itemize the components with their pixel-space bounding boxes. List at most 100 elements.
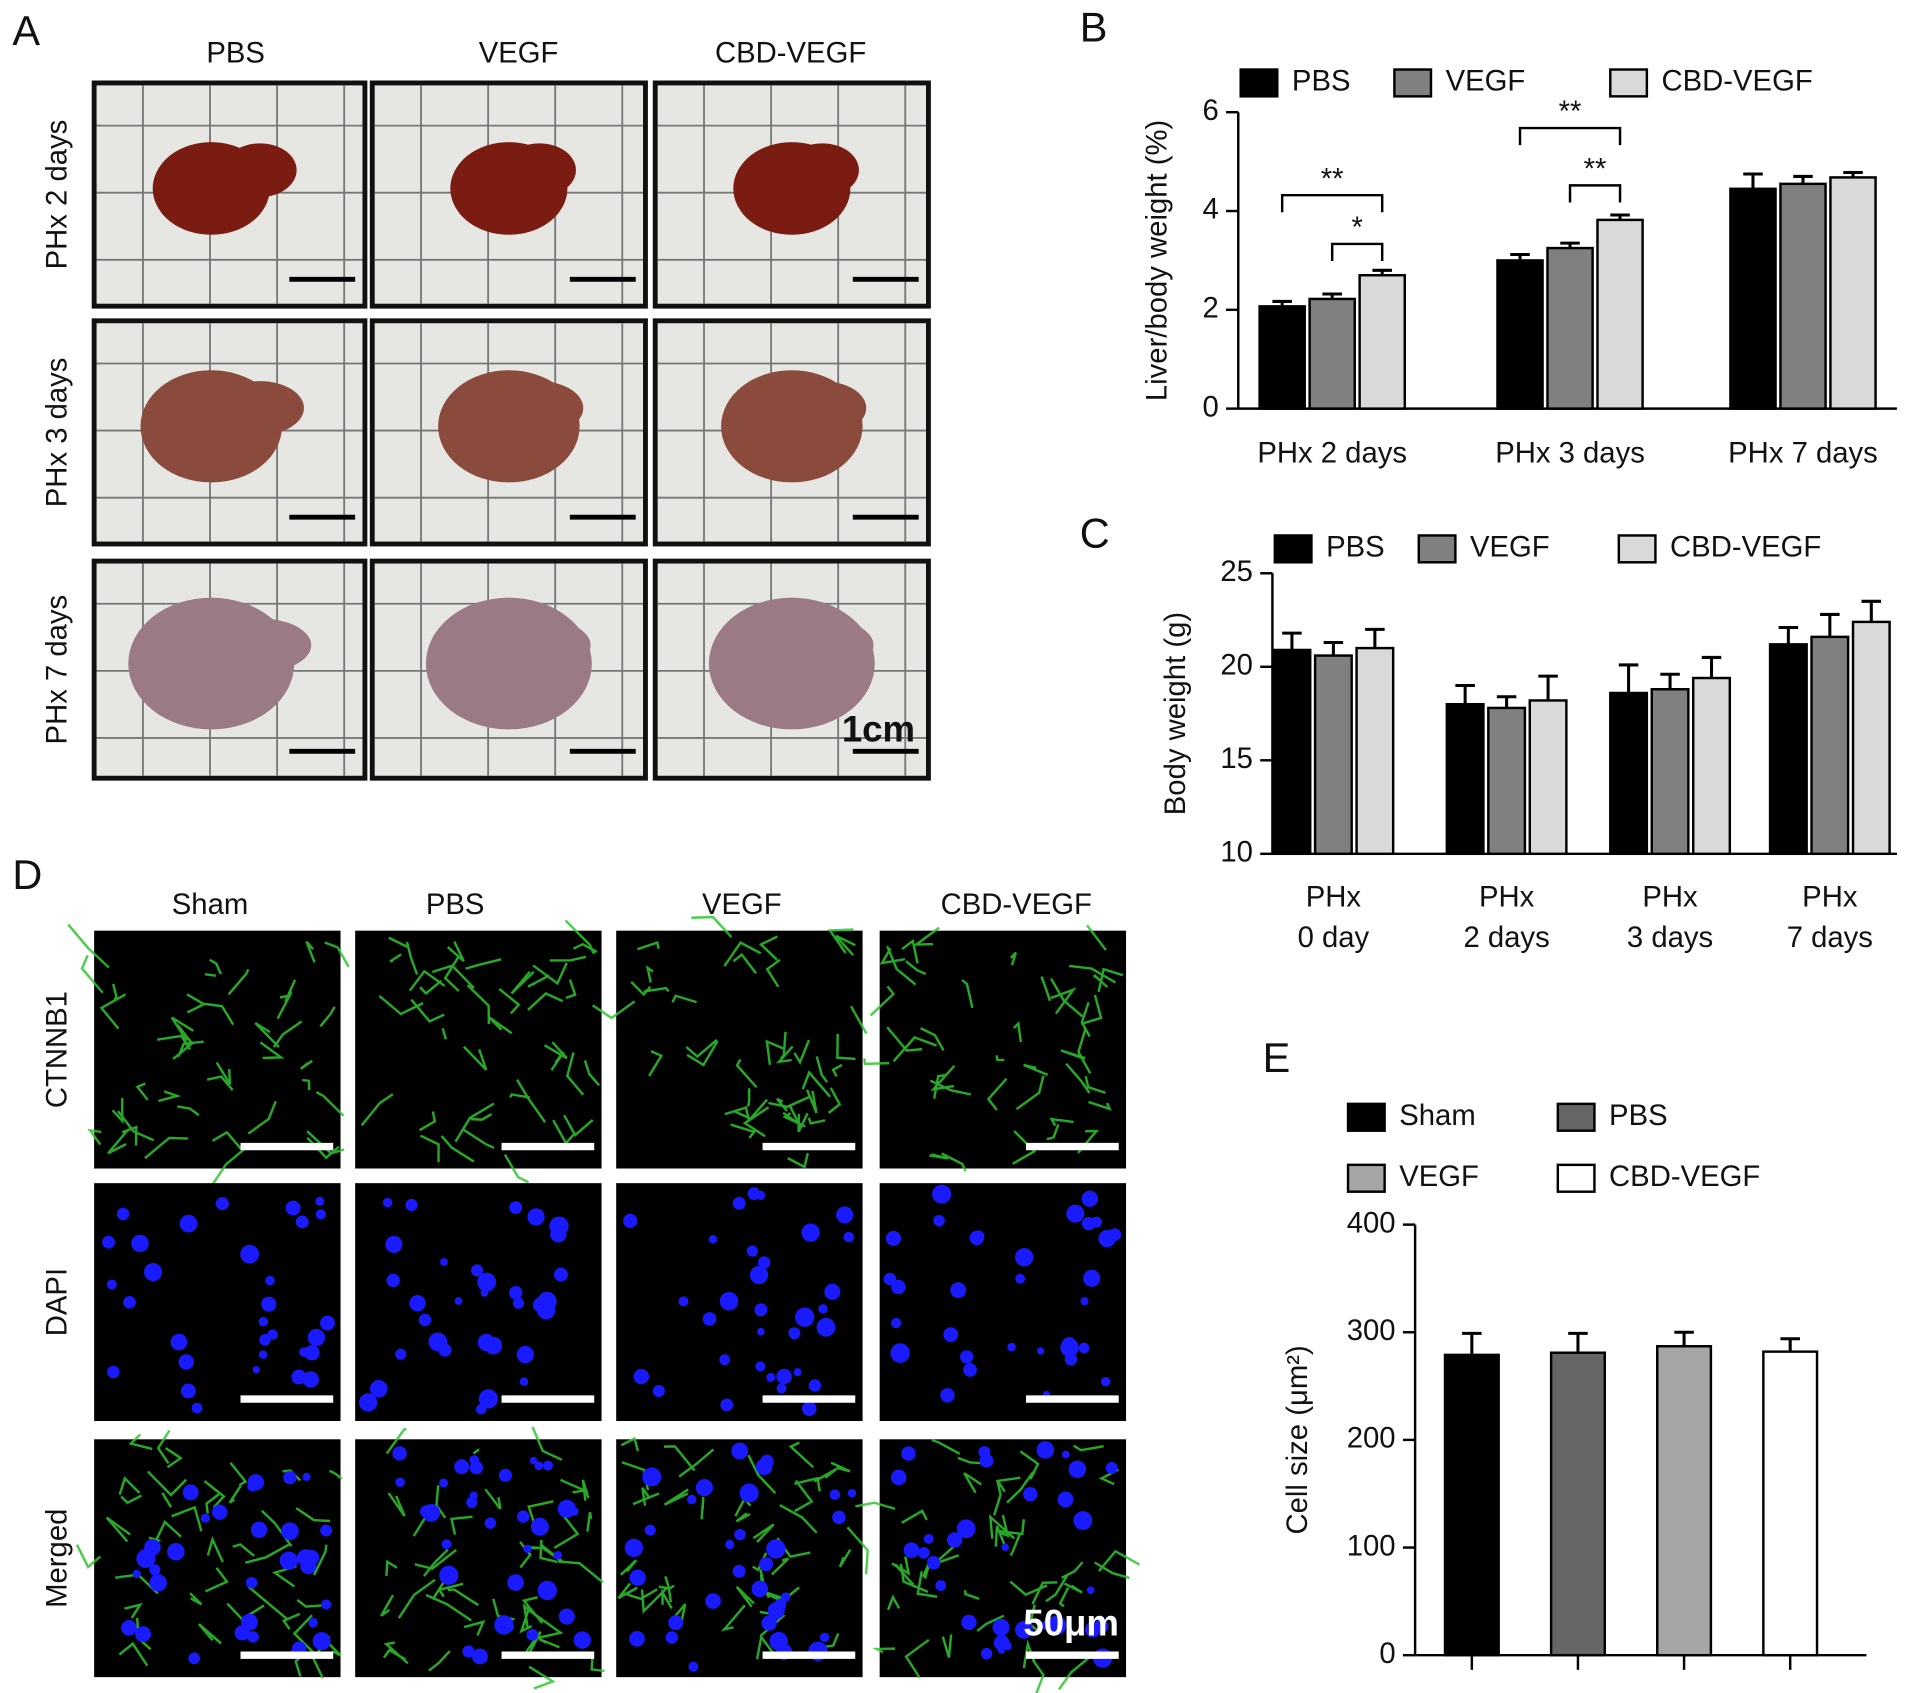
nucleus bbox=[494, 1615, 514, 1635]
nucleus bbox=[963, 1363, 977, 1377]
nucleus bbox=[755, 1361, 766, 1372]
legend-label: CBD-VEGF bbox=[1670, 532, 1821, 564]
nucleus bbox=[972, 1230, 985, 1243]
significance-bracket bbox=[1518, 126, 1622, 146]
nucleus bbox=[250, 1521, 268, 1538]
x-tick-label: PHx bbox=[1802, 882, 1858, 914]
nucleus bbox=[766, 1539, 786, 1559]
nucleus bbox=[1061, 1450, 1070, 1459]
nucleus bbox=[382, 1197, 393, 1208]
column-label: VEGF bbox=[702, 889, 782, 921]
liver-lobe bbox=[223, 143, 297, 197]
nucleus bbox=[279, 1551, 298, 1570]
nucleus bbox=[537, 1301, 556, 1320]
liver-lobe bbox=[778, 381, 867, 435]
nucleus bbox=[405, 1198, 418, 1212]
nucleus bbox=[312, 1632, 331, 1651]
nucleus bbox=[760, 1454, 774, 1469]
nucleus bbox=[480, 1288, 489, 1297]
y-tick-label: 100 bbox=[1347, 1530, 1396, 1562]
nucleus bbox=[793, 1368, 802, 1377]
nucleus bbox=[508, 1285, 523, 1300]
bar bbox=[1487, 706, 1527, 856]
nucleus bbox=[529, 1456, 538, 1465]
nucleus bbox=[557, 1499, 576, 1518]
nucleus bbox=[478, 1389, 498, 1409]
nucleus bbox=[395, 1348, 407, 1360]
nucleus bbox=[623, 1213, 638, 1228]
nucleus bbox=[890, 1317, 902, 1329]
legend-swatch bbox=[1346, 1163, 1386, 1193]
nucleus bbox=[808, 1379, 822, 1392]
nucleus bbox=[950, 1282, 967, 1299]
bar bbox=[1355, 646, 1395, 856]
x-tick-label: PHx bbox=[1642, 882, 1698, 914]
nucleus bbox=[462, 1645, 475, 1658]
nucleus bbox=[629, 1631, 645, 1647]
nucleus bbox=[215, 1197, 229, 1211]
nucleus bbox=[829, 1489, 841, 1500]
bar bbox=[1829, 176, 1877, 410]
legend-label: VEGF bbox=[1446, 66, 1526, 98]
panel-letter: E bbox=[1263, 1034, 1291, 1081]
nucleus bbox=[708, 1234, 718, 1244]
nucleus bbox=[917, 1546, 930, 1559]
nucleus bbox=[923, 1534, 934, 1544]
nucleus bbox=[705, 1593, 721, 1609]
nucleus bbox=[315, 1196, 325, 1206]
nucleus bbox=[739, 1483, 759, 1503]
nucleus bbox=[757, 1256, 771, 1269]
column-label: PBS bbox=[426, 889, 485, 921]
nucleus bbox=[302, 1371, 319, 1388]
nucleus bbox=[961, 1614, 977, 1631]
x-tick-label: 3 days bbox=[1627, 922, 1713, 954]
nucleus bbox=[819, 1632, 830, 1643]
nucleus bbox=[530, 1517, 549, 1536]
nucleus bbox=[526, 1628, 539, 1641]
nucleus bbox=[1057, 1491, 1074, 1508]
nucleus bbox=[132, 1569, 141, 1579]
nucleus bbox=[668, 1615, 684, 1631]
nucleus bbox=[281, 1522, 299, 1541]
bar bbox=[1272, 648, 1312, 856]
bar bbox=[1546, 246, 1594, 410]
nucleus bbox=[498, 1468, 513, 1482]
legend-swatch bbox=[1273, 534, 1313, 564]
legend-label: Sham bbox=[1399, 1100, 1475, 1132]
nucleus bbox=[832, 1510, 846, 1525]
nucleus bbox=[553, 1551, 563, 1560]
row-label: PHx 2 days bbox=[42, 120, 74, 270]
bar bbox=[1445, 702, 1485, 856]
nucleus bbox=[766, 1372, 776, 1382]
nucleus bbox=[1066, 1204, 1085, 1223]
nucleus bbox=[509, 1201, 523, 1215]
nucleus bbox=[170, 1333, 188, 1351]
nucleus bbox=[512, 1297, 525, 1309]
nucleus bbox=[516, 1510, 530, 1523]
nucleus bbox=[978, 1446, 991, 1459]
nucleus bbox=[285, 1200, 301, 1216]
significance-bracket bbox=[1280, 193, 1384, 213]
nucleus bbox=[644, 1524, 656, 1536]
nucleus bbox=[527, 1208, 545, 1226]
nucleus bbox=[932, 1184, 952, 1204]
nucleus bbox=[191, 1402, 203, 1414]
nucleus bbox=[732, 1564, 746, 1578]
membrane-stain bbox=[855, 1438, 1141, 1693]
nucleus bbox=[395, 1477, 405, 1487]
nucleus bbox=[719, 1354, 730, 1366]
x-tick-label: PHx bbox=[1306, 882, 1362, 914]
nucleus bbox=[211, 1504, 228, 1520]
liver-lobe bbox=[502, 143, 576, 197]
bar bbox=[1258, 305, 1306, 410]
nucleus bbox=[475, 1404, 487, 1415]
significance-label: ** bbox=[1559, 96, 1582, 128]
significance-label: * bbox=[1351, 212, 1362, 244]
y-tick-label: 300 bbox=[1347, 1315, 1396, 1347]
nucleus bbox=[732, 1196, 746, 1210]
nucleus bbox=[553, 1267, 568, 1282]
nucleus bbox=[484, 1517, 497, 1529]
nucleus bbox=[1064, 1353, 1078, 1366]
y-axis-label: Body weight (g) bbox=[1160, 612, 1192, 815]
